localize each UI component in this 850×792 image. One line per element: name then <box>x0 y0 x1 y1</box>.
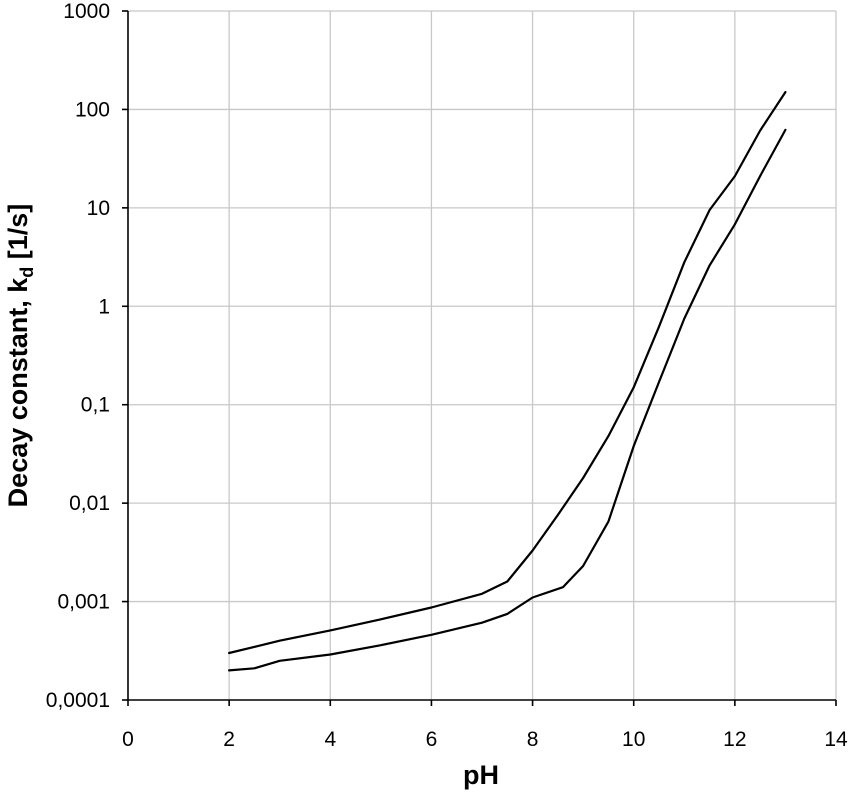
x-axis-label: pH <box>463 760 499 790</box>
x-tick-label: 6 <box>426 728 438 751</box>
x-tick-label: 14 <box>824 728 848 751</box>
grid <box>128 10 837 700</box>
series-lines <box>228 90 787 672</box>
y-tick-label: 1 <box>98 295 110 318</box>
y-tick-label: 0,001 <box>57 591 110 614</box>
x-tick-label: 10 <box>622 728 645 751</box>
series-line-upper <box>228 90 787 655</box>
y-axis-label: Decay constant, kd [1/s] <box>3 204 37 508</box>
x-tick-label: 12 <box>723 728 746 751</box>
y-axis-label-main: Decay constant, k <box>3 277 33 508</box>
x-tick-label: 8 <box>527 728 539 751</box>
y-tick-label: 0,01 <box>69 492 110 515</box>
x-tick-label: 0 <box>122 728 134 751</box>
tick-labels: 0 2 4 6 8 10 12 14 0,0001 0,001 0,01 0,1 1 10 100 1000 <box>46 0 848 751</box>
y-axis-label-subscript: d <box>17 267 37 278</box>
series-line-lower <box>228 128 787 672</box>
x-tick-label: 4 <box>324 728 336 751</box>
y-tick-label: 1000 <box>63 0 110 23</box>
y-tick-label: 0,0001 <box>46 689 110 712</box>
y-axis-label-unit: [1/s] <box>3 204 33 267</box>
y-tick-label: 10 <box>87 197 110 220</box>
x-tick-label: 2 <box>223 728 235 751</box>
y-tick-label: 0,1 <box>81 394 110 417</box>
y-tick-label: 100 <box>75 98 110 121</box>
axes <box>122 10 837 706</box>
